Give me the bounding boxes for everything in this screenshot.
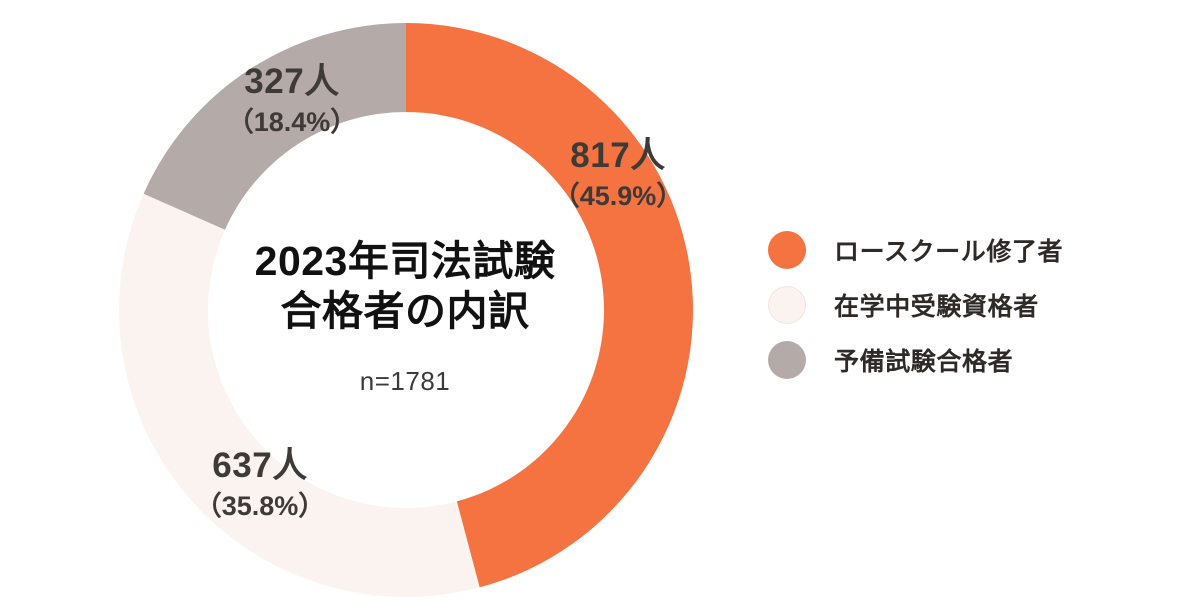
legend-item-preliminary[interactable]: 予備試験合格者	[768, 332, 1168, 387]
legend-item-label: 予備試験合格者	[834, 347, 1014, 376]
donut-svg	[119, 22, 693, 598]
legend-item-in-school[interactable]: 在学中受験資格者	[768, 277, 1168, 332]
legend-item-label: 在学中受験資格者	[834, 292, 1039, 321]
donut-slice[interactable]	[143, 23, 407, 230]
legend-swatch-icon	[768, 230, 806, 269]
donut-slices	[119, 22, 693, 598]
legend-item-law-school[interactable]: ロースクール修了者	[768, 222, 1168, 277]
legend-item-label: ロースクール修了者	[834, 237, 1064, 266]
donut-slice[interactable]	[119, 193, 480, 598]
legend-swatch-icon	[768, 340, 806, 379]
legend-swatch-icon	[768, 285, 806, 324]
donut-slice[interactable]	[406, 22, 693, 588]
chart-legend: ロースクール修了者 在学中受験資格者 予備試験合格者	[768, 222, 1168, 387]
donut-chart-graphic	[119, 22, 693, 598]
